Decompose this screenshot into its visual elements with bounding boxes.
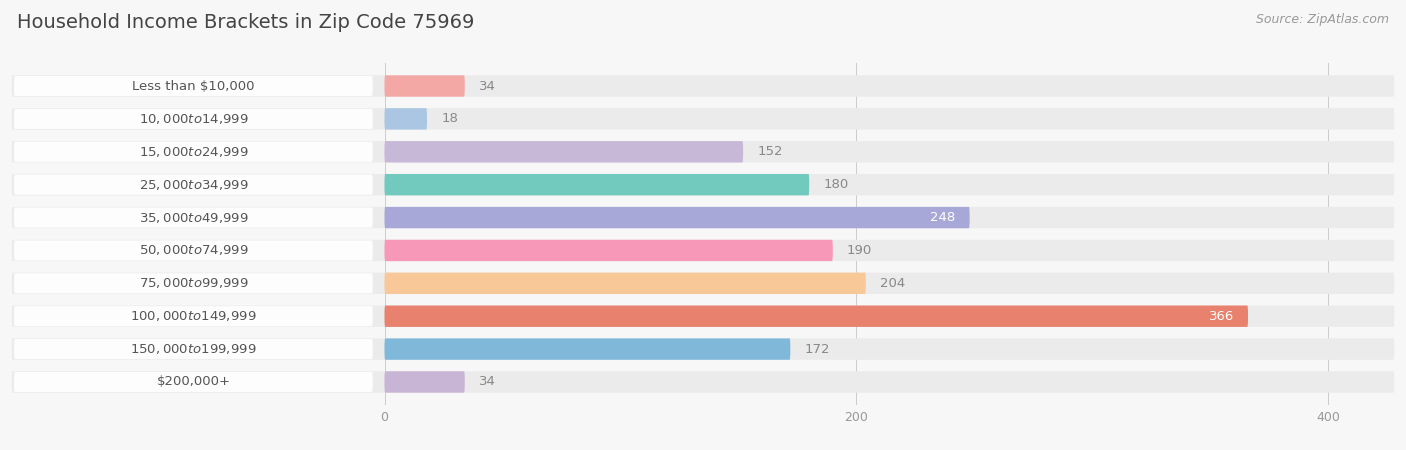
FancyBboxPatch shape <box>11 273 1395 294</box>
FancyBboxPatch shape <box>384 174 810 195</box>
FancyBboxPatch shape <box>384 108 427 130</box>
Text: Source: ZipAtlas.com: Source: ZipAtlas.com <box>1256 14 1389 27</box>
Text: 18: 18 <box>441 112 458 126</box>
Text: 34: 34 <box>479 80 496 93</box>
FancyBboxPatch shape <box>11 338 1395 360</box>
Text: Household Income Brackets in Zip Code 75969: Household Income Brackets in Zip Code 75… <box>17 14 474 32</box>
Text: Less than $10,000: Less than $10,000 <box>132 80 254 93</box>
FancyBboxPatch shape <box>14 142 373 162</box>
FancyBboxPatch shape <box>384 75 465 97</box>
Text: 180: 180 <box>824 178 849 191</box>
Text: 248: 248 <box>931 211 956 224</box>
FancyBboxPatch shape <box>11 306 1395 327</box>
FancyBboxPatch shape <box>11 207 1395 228</box>
Text: $35,000 to $49,999: $35,000 to $49,999 <box>139 211 249 225</box>
FancyBboxPatch shape <box>11 75 1395 97</box>
Text: 152: 152 <box>758 145 783 158</box>
FancyBboxPatch shape <box>14 109 373 129</box>
Text: $10,000 to $14,999: $10,000 to $14,999 <box>139 112 249 126</box>
Text: 204: 204 <box>880 277 905 290</box>
FancyBboxPatch shape <box>14 339 373 359</box>
FancyBboxPatch shape <box>14 207 373 228</box>
FancyBboxPatch shape <box>14 76 373 96</box>
Text: $150,000 to $199,999: $150,000 to $199,999 <box>131 342 257 356</box>
FancyBboxPatch shape <box>384 141 744 162</box>
FancyBboxPatch shape <box>11 371 1395 393</box>
FancyBboxPatch shape <box>11 108 1395 130</box>
Text: $200,000+: $200,000+ <box>156 375 231 388</box>
FancyBboxPatch shape <box>14 372 373 392</box>
FancyBboxPatch shape <box>14 273 373 293</box>
FancyBboxPatch shape <box>14 175 373 195</box>
FancyBboxPatch shape <box>384 207 970 228</box>
FancyBboxPatch shape <box>11 240 1395 261</box>
Text: $15,000 to $24,999: $15,000 to $24,999 <box>139 145 249 159</box>
FancyBboxPatch shape <box>384 371 465 393</box>
Text: 190: 190 <box>846 244 872 257</box>
FancyBboxPatch shape <box>384 240 832 261</box>
Text: 172: 172 <box>804 342 830 356</box>
Text: $75,000 to $99,999: $75,000 to $99,999 <box>139 276 249 290</box>
FancyBboxPatch shape <box>14 306 373 326</box>
FancyBboxPatch shape <box>384 306 1249 327</box>
FancyBboxPatch shape <box>11 174 1395 195</box>
FancyBboxPatch shape <box>14 240 373 261</box>
Text: 34: 34 <box>479 375 496 388</box>
Text: $100,000 to $149,999: $100,000 to $149,999 <box>131 309 257 323</box>
Text: 366: 366 <box>1209 310 1234 323</box>
FancyBboxPatch shape <box>384 273 866 294</box>
Text: $25,000 to $34,999: $25,000 to $34,999 <box>139 178 249 192</box>
FancyBboxPatch shape <box>384 338 790 360</box>
FancyBboxPatch shape <box>11 141 1395 162</box>
Text: $50,000 to $74,999: $50,000 to $74,999 <box>139 243 249 257</box>
